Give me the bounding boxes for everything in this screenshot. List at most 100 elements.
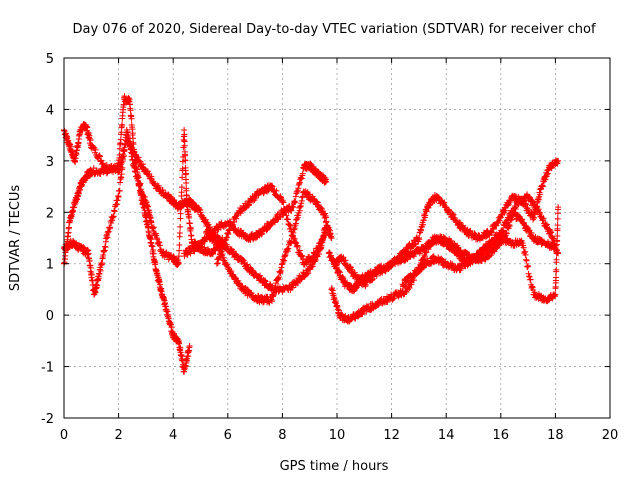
x-tick-labels: 0 2 4 6 8 10 12 14 16 18 20: [60, 428, 618, 443]
data-point: [176, 230, 183, 237]
data-point: [175, 253, 182, 260]
data-point: [129, 150, 136, 157]
data-point: [178, 184, 185, 191]
y-tick-label: 1: [46, 258, 54, 273]
x-tick-label: 16: [493, 428, 510, 443]
y-tick-labels: -2 -1 0 1 2 3 4 5: [41, 52, 54, 427]
data-point: [126, 96, 133, 103]
data-point: [127, 107, 134, 114]
data-point: [181, 131, 188, 138]
data-point: [150, 224, 157, 231]
chart-title: Day 076 of 2020, Sidereal Day-to-day VTE…: [72, 22, 595, 37]
y-axis-label: SDTVAR / TECUs: [8, 185, 23, 292]
data-point: [202, 216, 209, 223]
data-point: [124, 128, 131, 135]
data-point: [182, 157, 189, 164]
data-point: [527, 276, 534, 283]
data-point: [122, 141, 129, 148]
data-point: [176, 242, 183, 249]
data-point: [177, 210, 184, 217]
data-point: [186, 214, 193, 221]
data-point: [110, 213, 117, 220]
data-point: [299, 170, 306, 177]
data-point: [116, 187, 123, 194]
data-point: [88, 271, 95, 278]
data-point: [181, 142, 188, 149]
data-point: [183, 192, 190, 199]
data-point: [137, 180, 144, 187]
x-tick-label: 18: [547, 428, 564, 443]
data-point: [554, 215, 561, 222]
data-point: [292, 199, 299, 206]
data-point: [97, 267, 104, 274]
data-point: [175, 260, 182, 267]
data-point: [96, 153, 103, 160]
data-point: [129, 130, 136, 137]
data-point: [328, 235, 335, 241]
data-point: [150, 250, 157, 257]
data-points: [61, 93, 562, 375]
x-tick-label: 8: [278, 428, 286, 443]
y-tick-label: 4: [46, 103, 54, 118]
data-point: [159, 187, 166, 194]
data-point: [323, 178, 330, 185]
y-tick-label: 0: [46, 309, 54, 324]
data-point: [102, 244, 109, 251]
data-point: [108, 219, 115, 226]
data-point: [201, 244, 208, 251]
data-point: [92, 146, 99, 153]
data-point: [84, 124, 91, 131]
data-point: [116, 151, 123, 158]
data-point: [87, 264, 94, 271]
data-point: [152, 259, 159, 266]
data-point: [182, 170, 189, 177]
y-tick-label: 3: [46, 155, 54, 170]
data-point: [128, 115, 135, 122]
data-point: [177, 223, 184, 230]
data-point: [179, 174, 186, 181]
data-point: [107, 224, 114, 231]
data-point: [186, 220, 193, 227]
x-tick-label: 2: [114, 428, 122, 443]
data-point: [149, 243, 156, 250]
y-tick-label: 5: [46, 52, 54, 67]
data-point: [244, 261, 251, 268]
x-axis-label: GPS time / hours: [280, 459, 389, 474]
data-point: [263, 227, 270, 234]
x-tick-label: 6: [224, 428, 232, 443]
data-point: [125, 131, 132, 138]
data-point: [178, 189, 185, 196]
x-tick-label: 12: [383, 428, 400, 443]
x-tick-label: 20: [602, 428, 619, 443]
data-point: [176, 247, 183, 254]
grid-lines: [64, 58, 610, 418]
data-point: [120, 152, 127, 159]
data-point: [119, 121, 126, 128]
x-tick-label: 4: [169, 428, 177, 443]
data-point: [80, 244, 87, 251]
data-point: [178, 201, 185, 208]
data-point: [115, 193, 122, 200]
data-point: [187, 226, 194, 233]
x-tick-label: 10: [329, 428, 346, 443]
data-point: [553, 274, 560, 281]
data-point: [117, 136, 124, 143]
data-point: [294, 280, 301, 287]
data-point: [96, 152, 103, 159]
data-point: [156, 242, 163, 249]
data-point: [130, 141, 137, 148]
data-point: [523, 257, 530, 264]
data-point: [104, 169, 111, 176]
data-point: [183, 180, 190, 187]
data-point: [119, 164, 126, 171]
x-tick-label: 0: [60, 428, 68, 443]
y-tick-label: -2: [41, 412, 54, 427]
data-point: [155, 182, 162, 189]
data-point: [97, 171, 104, 178]
data-point: [120, 102, 127, 109]
data-point: [168, 324, 175, 331]
y-tick-label: -1: [41, 361, 54, 376]
x-tick-label: 14: [438, 428, 455, 443]
data-point: [186, 343, 193, 349]
